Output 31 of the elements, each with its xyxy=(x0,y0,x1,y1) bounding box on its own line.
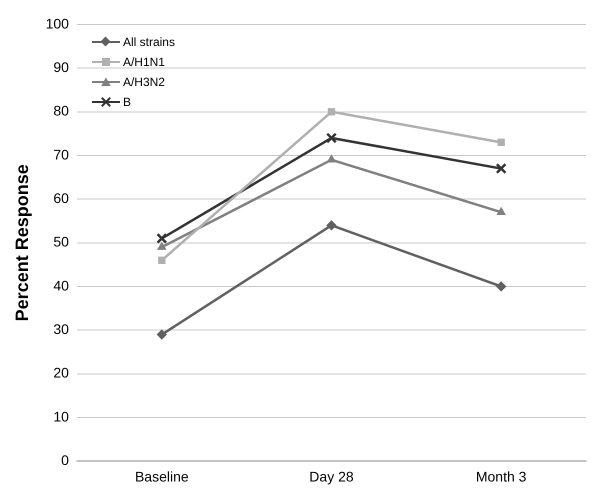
point xyxy=(157,242,166,250)
point xyxy=(497,138,505,146)
y-tick-label: 0 xyxy=(61,452,70,468)
point xyxy=(156,330,167,340)
y-tick-label: 50 xyxy=(53,234,70,250)
legend-label: B xyxy=(122,95,131,110)
y-tick-label: 80 xyxy=(53,102,70,119)
y-tick-label: 70 xyxy=(53,146,70,162)
y-tick-label: 100 xyxy=(46,15,70,32)
point xyxy=(328,108,336,116)
point xyxy=(496,207,506,215)
y-tick-label: 20 xyxy=(53,364,70,381)
y-tick-label: 30 xyxy=(53,321,70,338)
point xyxy=(496,163,507,174)
y-tick-label: 40 xyxy=(53,277,70,294)
point xyxy=(327,154,336,163)
point xyxy=(158,256,166,264)
y-tick-label: 60 xyxy=(53,190,70,206)
x-tick-label: Day 28 xyxy=(309,468,354,484)
y-axis-title: Percent Response xyxy=(12,164,32,322)
point xyxy=(496,281,506,292)
point xyxy=(326,220,336,230)
point xyxy=(326,132,337,144)
legend-label: All strains xyxy=(122,35,175,50)
x-tick-label: Month 3 xyxy=(476,468,527,484)
legend-label: A/H3N2 xyxy=(122,75,165,90)
y-tick-label: 90 xyxy=(53,58,70,75)
point xyxy=(156,232,168,244)
x-tick-label: Baseline xyxy=(134,468,189,484)
legend-label: A/H1N1 xyxy=(122,55,165,70)
y-tick-label: 10 xyxy=(53,408,70,424)
